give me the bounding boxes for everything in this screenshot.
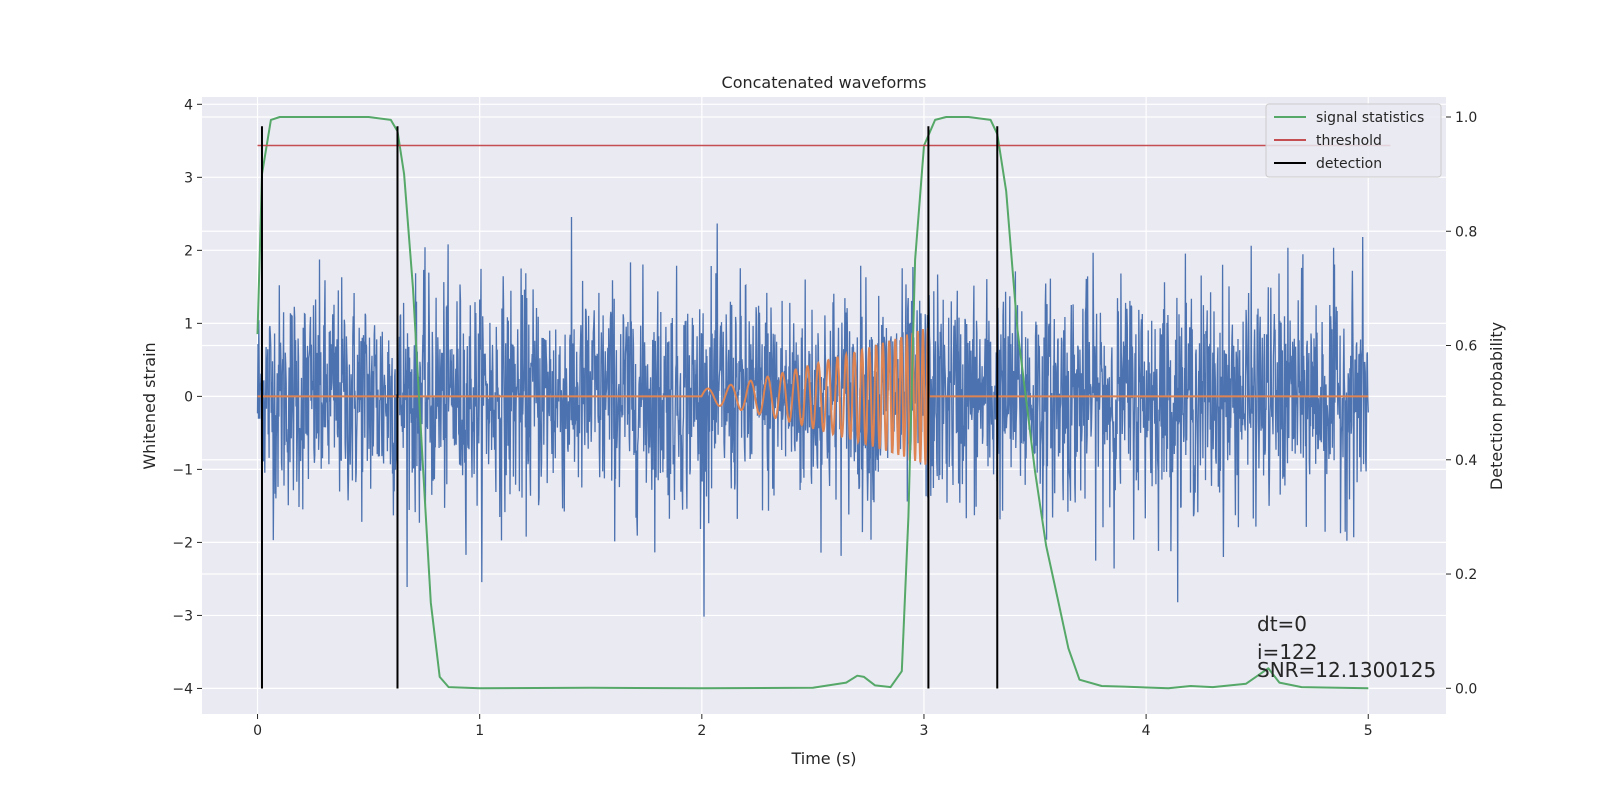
legend-label-threshold: threshold xyxy=(1316,133,1382,149)
y-tick-label: −4 xyxy=(172,681,193,697)
series-signal-statistics xyxy=(256,116,1369,690)
annotation-index: i=122 xyxy=(1257,640,1318,664)
y-tick-label: −2 xyxy=(172,535,193,551)
legend-box xyxy=(1265,103,1442,178)
series-injected-waveform xyxy=(257,327,1369,465)
y2-axis-label: Detection probability xyxy=(1487,322,1506,490)
legend-label-detection: detection xyxy=(1316,156,1382,172)
y-tick-label: 3 xyxy=(184,170,193,186)
y2-tick-label: 1.0 xyxy=(1455,110,1477,126)
y2-tick-label: 0.2 xyxy=(1455,567,1477,583)
series-layer xyxy=(256,116,1391,690)
legend-label-signal-statistics: signal statistics xyxy=(1316,110,1424,126)
y-tick-label: 4 xyxy=(184,97,193,113)
x-tick-label: 3 xyxy=(920,723,929,739)
x-tick-label: 0 xyxy=(253,723,262,739)
series-whitened-strain xyxy=(256,216,1369,617)
annotation-snr: SNR=12.1300125 xyxy=(1257,658,1436,682)
y2-tick-label: 0.0 xyxy=(1455,681,1477,697)
y-tick-label: 2 xyxy=(184,243,193,259)
y-tick-label: −3 xyxy=(172,608,193,624)
x-tick-label: 2 xyxy=(697,723,706,739)
x-tick-label: 1 xyxy=(475,723,484,739)
y2-tick-label: 0.6 xyxy=(1455,339,1477,355)
y2-tick-label: 0.4 xyxy=(1455,453,1477,469)
annotations: dt=0 i=122 SNR=12.1300125 xyxy=(1257,612,1436,682)
y-axis-label: Whitened strain xyxy=(140,342,159,469)
annotation-dt: dt=0 xyxy=(1257,612,1307,636)
x-tick-label: 5 xyxy=(1364,723,1373,739)
y-tick-label: 1 xyxy=(184,316,193,332)
y2-tick-label: 0.8 xyxy=(1455,224,1477,240)
y-tick-label: 0 xyxy=(184,389,193,405)
y-tick-label: −1 xyxy=(172,462,193,478)
legend: signal statistics threshold detection xyxy=(1265,103,1442,178)
x-tick-label: 4 xyxy=(1142,723,1151,739)
axes: 0 1 2 3 4 5 −4 −3 −2 −1 0 1 2 3 4 0.0 0.2 0.4 0.6 0.8 1.0 xyxy=(172,97,1477,739)
x-axis-label: Time (s) xyxy=(790,749,856,768)
chart-title: Concatenated waveforms xyxy=(722,73,927,92)
detection-lines xyxy=(260,126,999,689)
